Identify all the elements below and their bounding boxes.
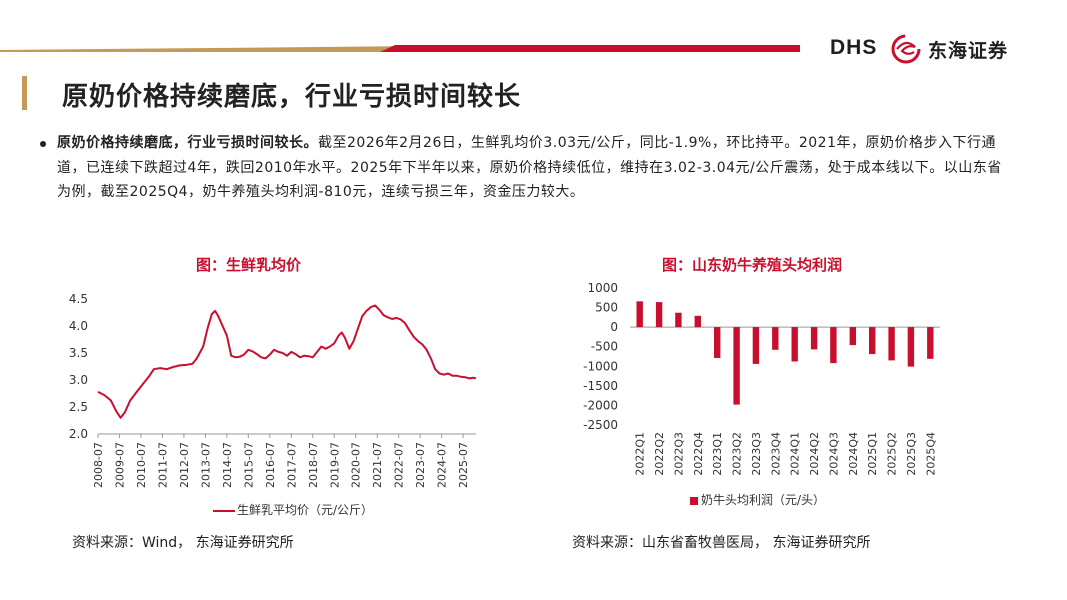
y-tick-label: 2.5 xyxy=(69,400,88,414)
profit-bar xyxy=(733,327,740,405)
profit-bar xyxy=(675,312,682,328)
x-tick-label: 2010-07 xyxy=(135,442,148,488)
y-tick-label: -500 xyxy=(591,340,618,354)
x-tick-label: 2011-07 xyxy=(156,442,169,488)
x-tick-label: 2023Q2 xyxy=(731,432,744,476)
x-tick-label: 2022Q4 xyxy=(692,432,705,476)
cow-profit-legend: 奶牛头均利润（元/头） xyxy=(690,491,825,508)
page-title: 原奶价格持续磨底，行业亏损时间较长 xyxy=(62,82,522,112)
x-tick-label: 2023Q3 xyxy=(750,432,763,476)
y-tick-label: 4.0 xyxy=(69,319,88,333)
y-tick-label: -2000 xyxy=(583,398,618,412)
profit-bar xyxy=(636,301,643,328)
x-tick-label: 2021-07 xyxy=(371,442,384,488)
source-note-right: 资料来源：山东省畜牧兽医局， 东海证券研究所 xyxy=(572,535,871,551)
summary-lead: 原奶价格持续磨底，行业亏损时间较长。 xyxy=(57,135,318,151)
x-tick-label: 2023-07 xyxy=(414,442,427,488)
x-tick-label: 2009-07 xyxy=(113,442,126,488)
x-tick-label: 2018-07 xyxy=(307,442,320,488)
brand-logo-latin: DHS xyxy=(830,36,878,59)
x-tick-label: 2024-07 xyxy=(436,442,449,488)
x-tick-label: 2023Q4 xyxy=(769,432,782,476)
profit-bar xyxy=(888,327,895,361)
x-tick-label: 2023Q1 xyxy=(711,432,724,476)
profit-bar xyxy=(752,327,760,364)
y-tick-label: 3.5 xyxy=(69,346,88,360)
x-tick-label: 2024Q2 xyxy=(808,432,821,476)
x-tick-label: 2020-07 xyxy=(350,442,363,488)
y-tick-label: -2500 xyxy=(583,418,618,432)
x-tick-label: 2025-07 xyxy=(457,442,470,488)
summary-body: 截至2026年2月26日，生鲜乳均价3.03元/公斤，同比-1.9%，环比持平。… xyxy=(57,135,1002,200)
dragon-logo-icon xyxy=(891,34,921,64)
x-tick-label: 2014-07 xyxy=(221,442,234,488)
x-tick-label: 2024Q3 xyxy=(827,432,840,476)
x-tick-label: 2022Q3 xyxy=(672,432,685,476)
x-tick-label: 2024Q1 xyxy=(789,432,802,476)
y-tick-label: 4.5 xyxy=(69,292,88,306)
x-tick-label: 2025Q3 xyxy=(905,432,918,476)
profit-bar xyxy=(714,327,721,358)
x-tick-label: 2012-07 xyxy=(178,442,191,488)
x-tick-label: 2013-07 xyxy=(199,442,212,488)
x-tick-label: 2024Q4 xyxy=(847,432,860,476)
profit-bar xyxy=(849,327,856,346)
x-tick-label: 2025Q4 xyxy=(924,432,937,476)
milk-price-legend: 生鲜乳平均价（元/公斤） xyxy=(213,501,373,518)
x-tick-label: 2017-07 xyxy=(285,442,298,488)
x-tick-label: 2022-07 xyxy=(393,442,406,488)
x-tick-label: 2016-07 xyxy=(264,442,277,488)
profit-bar xyxy=(694,315,701,328)
legend-label-milk-price: 生鲜乳平均价（元/公斤） xyxy=(237,503,374,517)
source-note-left: 资料来源：Wind， 东海证券研究所 xyxy=(72,535,294,551)
profit-bar xyxy=(927,327,934,359)
x-tick-label: 2015-07 xyxy=(242,442,255,488)
legend-bar-swatch xyxy=(690,496,698,505)
chart-title-milk-price: 图：生鲜乳均价 xyxy=(196,256,302,274)
y-tick-label: -1000 xyxy=(583,359,618,373)
profit-bar xyxy=(810,327,818,350)
header-accent-bar xyxy=(0,45,800,52)
legend-label-cow-profit: 奶牛头均利润（元/头） xyxy=(701,493,826,507)
legend-line-swatch xyxy=(213,509,235,512)
title-accent-bar xyxy=(22,76,27,110)
profit-bar xyxy=(907,327,915,367)
chart-title-cow-profit: 图：山东奶牛养殖头均利润 xyxy=(662,256,843,274)
y-tick-label: -1500 xyxy=(583,379,618,393)
x-tick-label: 2025Q1 xyxy=(866,432,879,476)
milk-price-line-chart: 2.0 2.5 3.0 3.5 4.0 4.5 2008-07 2009-07 2010-07 2… xyxy=(69,292,477,488)
brand-logo-chinese: 东海证券 xyxy=(928,40,1009,62)
y-tick-label: 1000 xyxy=(587,281,618,295)
profit-bar xyxy=(830,327,837,364)
milk-price-series-line xyxy=(97,304,477,419)
y-tick-label: 2.0 xyxy=(69,427,88,441)
summary-paragraph: 原奶价格持续磨底，行业亏损时间较长。截至2026年2月26日，生鲜乳均价3.03… xyxy=(57,131,1002,205)
bullet-dot xyxy=(40,141,46,147)
profit-bar xyxy=(791,327,798,362)
x-tick-label: 2022Q1 xyxy=(634,432,647,476)
x-tick-label: 2025Q2 xyxy=(886,432,899,476)
profit-bar xyxy=(655,302,663,328)
profit-bar xyxy=(772,327,779,350)
x-tick-label: 2019-07 xyxy=(328,442,341,488)
y-tick-label: 500 xyxy=(595,301,618,315)
profit-bar xyxy=(869,327,876,355)
y-tick-label: 0 xyxy=(610,320,618,334)
cow-profit-bar-chart: 1000 500 0 -500 -1000 -1500 -2000 -2500 2022Q1 20… xyxy=(583,281,940,476)
y-tick-label: 3.0 xyxy=(69,373,88,387)
x-tick-label: 2008-07 xyxy=(92,442,105,488)
x-tick-label: 2022Q2 xyxy=(653,432,666,476)
